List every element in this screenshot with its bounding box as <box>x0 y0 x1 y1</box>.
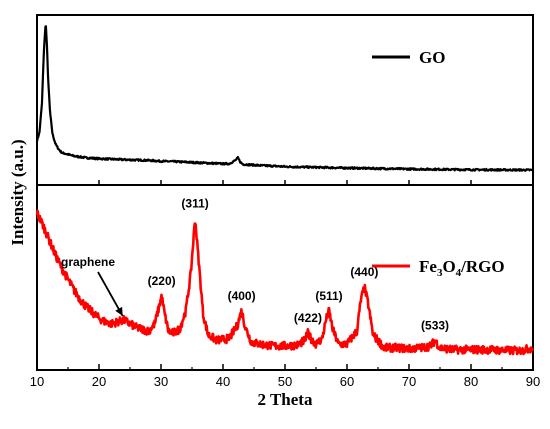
plot-frame <box>36 14 534 371</box>
x-axis-title: 2 Theta <box>258 390 313 409</box>
x-tick-label: 90 <box>526 374 540 389</box>
x-tick-label: 50 <box>278 374 292 389</box>
peak-label: (400) <box>228 289 256 303</box>
x-tick-label: 10 <box>30 374 44 389</box>
x-tick-label: 30 <box>154 374 168 389</box>
annotation-layer: graphene (220) (311) (400) (422) (511) (440) (5… <box>61 196 449 332</box>
x-tick-label: 20 <box>92 374 106 389</box>
x-tick-label: 80 <box>464 374 478 389</box>
legend-layer: GO Fe3O4/RGO <box>372 48 505 279</box>
series-line-fe3o4-rgo <box>35 209 535 356</box>
x-tick-label: 60 <box>340 374 354 389</box>
series-line-go <box>35 25 534 172</box>
x-tick-label: 70 <box>402 374 416 389</box>
peak-label: (511) <box>315 289 342 303</box>
plot-border <box>36 14 534 371</box>
annotation-graphene: graphene <box>61 255 115 269</box>
x-tick-label: 40 <box>216 374 230 389</box>
series-layer <box>35 25 535 356</box>
peak-label: (422) <box>294 311 322 325</box>
legend-label-fe3o4-rgo: Fe3O4/RGO <box>419 257 505 279</box>
peak-label: (440) <box>350 265 378 279</box>
y-axis-title: Intensity (a.u.) <box>8 139 27 245</box>
peak-label: (311) <box>181 196 208 210</box>
annotation-arrow <box>97 271 124 317</box>
tick-layer: 10 20 30 40 50 60 70 80 90 <box>30 180 540 389</box>
legend-label-go: GO <box>419 48 445 67</box>
peak-label: (533) <box>421 318 449 332</box>
peak-label: (220) <box>148 274 176 288</box>
annotation-arrow-head <box>115 306 123 316</box>
